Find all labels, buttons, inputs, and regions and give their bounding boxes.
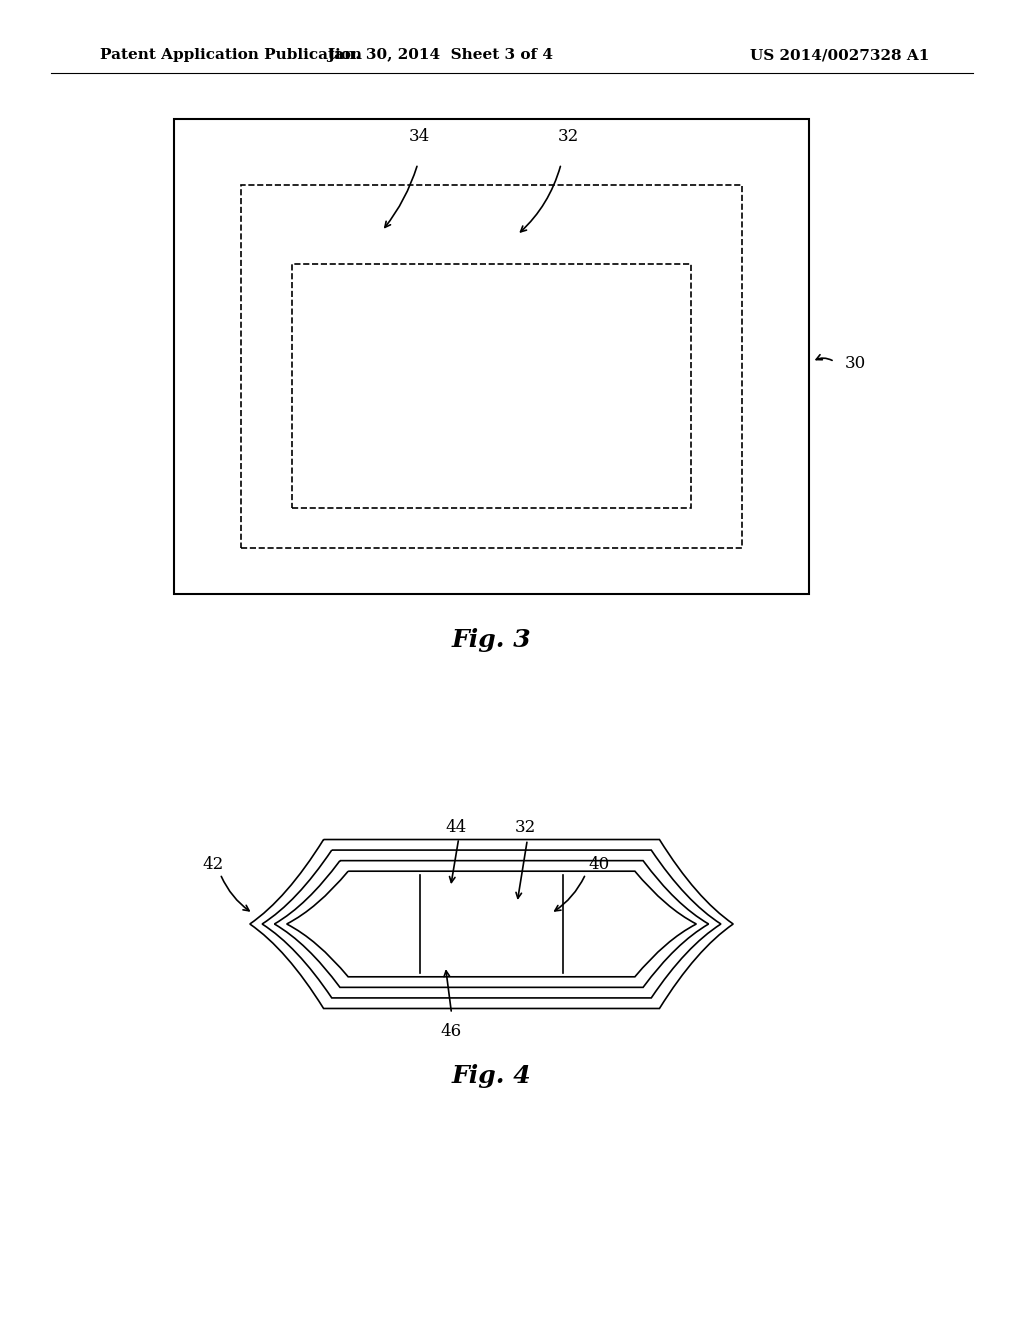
Text: Fig. 4: Fig. 4: [452, 1064, 531, 1088]
Text: Patent Application Publication: Patent Application Publication: [100, 49, 362, 62]
Bar: [292, 264, 691, 508]
Text: 46: 46: [440, 1023, 461, 1040]
Text: 30: 30: [845, 355, 866, 371]
Text: Jan. 30, 2014  Sheet 3 of 4: Jan. 30, 2014 Sheet 3 of 4: [328, 49, 553, 62]
Text: 34: 34: [410, 128, 430, 145]
Text: 32: 32: [515, 818, 536, 836]
Text: Fig. 3: Fig. 3: [452, 628, 531, 652]
Text: 42: 42: [203, 857, 224, 873]
Bar: [174, 119, 809, 594]
Text: US 2014/0027328 A1: US 2014/0027328 A1: [750, 49, 930, 62]
Text: 40: 40: [589, 857, 610, 873]
Bar: [241, 185, 742, 548]
Text: 32: 32: [558, 128, 579, 145]
Text: 44: 44: [445, 818, 466, 836]
